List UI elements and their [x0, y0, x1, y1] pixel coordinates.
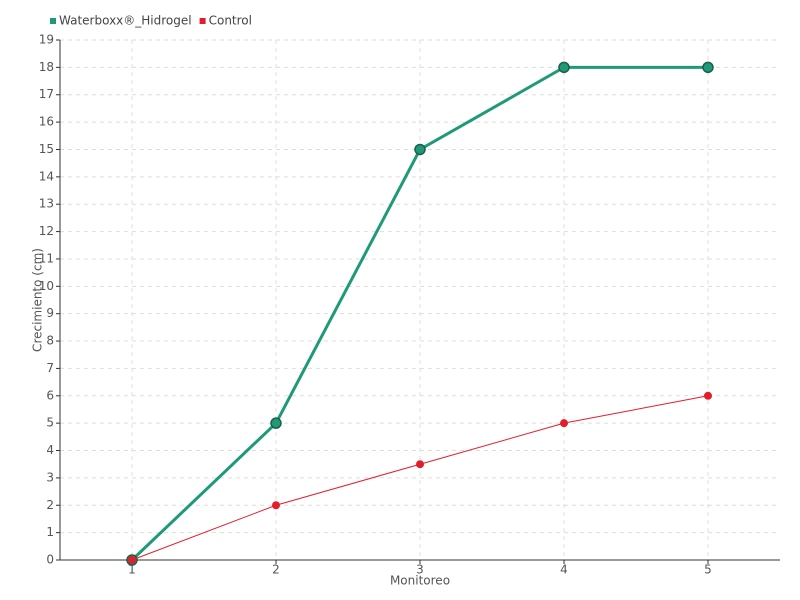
y-tick-label: 9 [46, 306, 54, 320]
legend-swatch [199, 18, 206, 24]
y-tick-label: 4 [46, 443, 54, 457]
y-tick-label: 8 [46, 334, 54, 348]
data-point [704, 391, 712, 400]
x-tick-label: 5 [704, 563, 712, 577]
data-point [270, 417, 282, 429]
y-tick-label: 18 [39, 60, 54, 74]
y-tick-label: 3 [46, 470, 54, 484]
data-point [128, 556, 136, 564]
y-tick-label: 16 [39, 115, 54, 129]
data-point [702, 61, 714, 74]
y-tick-label: 19 [39, 33, 54, 47]
data-point [414, 143, 426, 156]
x-axis-label: Monitoreo [390, 574, 450, 588]
legend-label: Waterboxx®_Hidrogel [59, 14, 192, 28]
x-tick-label: 3 [416, 563, 424, 577]
y-tick-label: 10 [39, 279, 54, 293]
y-tick-label: 2 [46, 498, 54, 512]
y-tick-label: 15 [39, 142, 54, 156]
y-axis-label: Crecimiento (cm) [31, 248, 45, 352]
y-tick-label: 17 [39, 87, 54, 101]
y-tick-label: 14 [39, 169, 54, 183]
y-tick-label: 6 [46, 388, 54, 402]
y-tick-label: 1 [46, 525, 54, 539]
y-tick-label: 11 [39, 251, 54, 265]
y-tick-label: 12 [39, 224, 54, 238]
y-tick-label: 0 [46, 553, 54, 567]
data-point [558, 61, 570, 74]
y-tick-label: 5 [46, 416, 54, 430]
data-point [560, 419, 568, 428]
x-tick-label: 1 [128, 563, 136, 577]
data-point [272, 501, 280, 510]
legend-label: Control [209, 14, 252, 28]
y-tick-label: 13 [39, 197, 54, 211]
legend-swatch [50, 18, 56, 24]
data-point [416, 460, 424, 469]
x-tick-label: 4 [560, 563, 568, 577]
y-tick-label: 7 [46, 361, 54, 375]
x-tick-label: 2 [272, 563, 280, 577]
